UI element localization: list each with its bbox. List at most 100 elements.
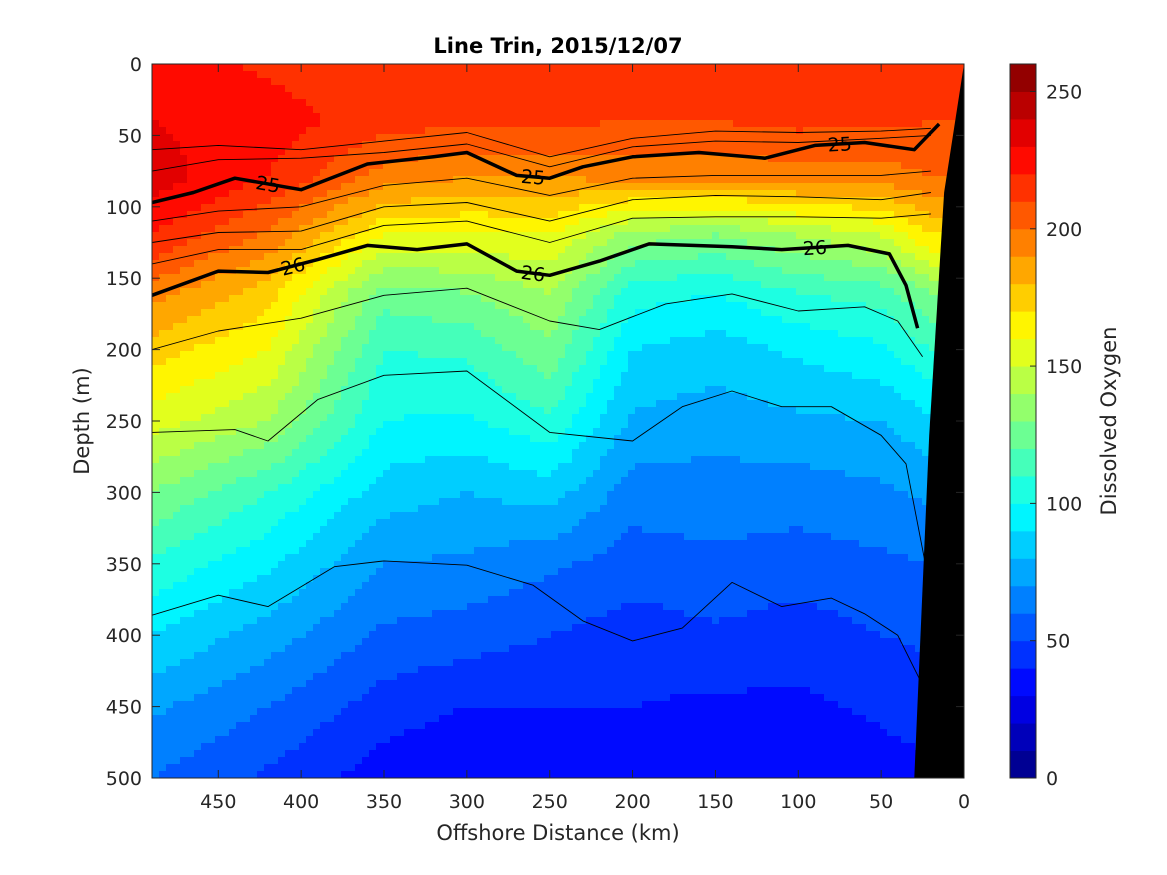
heat-cell [649,141,657,149]
heat-cell [453,169,461,177]
heat-cell [173,127,181,135]
heat-cell [789,176,797,184]
heat-cell [663,246,671,254]
heat-cell [782,316,790,324]
heat-cell [705,120,713,128]
heat-cell [712,218,720,226]
heat-cell [824,183,832,191]
heat-cell [572,183,580,191]
heat-cell [327,330,335,338]
heat-cell [306,78,314,86]
heat-cell [642,190,650,198]
heat-cell [215,176,223,184]
heat-cell [754,78,762,86]
heat-cell [852,323,860,331]
heat-cell [663,190,671,198]
heat-cell [859,78,867,86]
heat-cell [922,323,930,331]
heat-cell [670,92,678,100]
heat-cell [481,71,489,79]
heat-cell [306,204,314,212]
heat-cell [747,71,755,79]
heat-cell [747,176,755,184]
heat-cell [824,232,832,240]
heat-cell [600,148,608,156]
heat-cell [810,323,818,331]
heat-cell [180,260,188,268]
heat-cell [236,162,244,170]
heat-cell [733,78,741,86]
heat-cell [397,239,405,247]
heat-cell [677,106,685,114]
heat-cell [649,323,657,331]
heat-cell [824,351,832,359]
heat-cell [334,134,342,142]
heat-cell [537,64,545,72]
heat-cell [236,295,244,303]
heat-cell [404,344,412,352]
heat-cell [845,197,853,205]
heat-cell [306,288,314,296]
heat-cell [355,267,363,275]
heat-cell [649,358,657,366]
heat-cell [719,267,727,275]
heat-cell [502,148,510,156]
heat-cell [908,274,916,282]
heat-cell [509,302,517,310]
heat-cell [824,253,832,261]
heat-cell [663,358,671,366]
heat-cell [670,148,678,156]
heat-cell [936,78,944,86]
heat-cell [306,337,314,345]
heat-cell [250,330,258,338]
heat-cell [740,71,748,79]
heat-cell [887,260,895,268]
heat-cell [460,127,468,135]
heat-cell [684,64,692,72]
heat-cell [810,344,818,352]
heat-cell [824,281,832,289]
heat-cell [390,134,398,142]
heat-cell [859,204,867,212]
heat-cell [852,246,860,254]
heat-cell [425,197,433,205]
heat-cell [271,113,279,121]
heat-cell [453,337,461,345]
heat-cell [922,64,930,72]
heat-cell [880,92,888,100]
heat-cell [208,358,216,366]
heat-cell [411,141,419,149]
heat-cell [565,204,573,212]
heat-cell [187,295,195,303]
heat-cell [495,260,503,268]
heat-cell [383,337,391,345]
heat-cell [880,316,888,324]
heat-cell [383,302,391,310]
heat-cell [572,169,580,177]
heat-cell [432,330,440,338]
heat-cell [922,225,930,233]
heat-cell [166,330,174,338]
heat-cell [271,71,279,79]
heat-cell [894,148,902,156]
heat-cell [348,64,356,72]
heat-cell [460,232,468,240]
heat-cell [593,162,601,170]
heat-cell [320,162,328,170]
heat-cell [922,190,930,198]
heat-cell [425,309,433,317]
heat-cell [159,365,167,373]
heat-cell [929,92,937,100]
heat-cell [796,358,804,366]
heat-cell [649,344,657,352]
heat-cell [208,211,216,219]
heat-cell [901,190,909,198]
heat-cell [922,120,930,128]
heat-cell [264,337,272,345]
heat-cell [502,337,510,345]
heat-cell [565,71,573,79]
heat-cell [243,260,251,268]
heat-cell [712,190,720,198]
heat-cell [768,190,776,198]
heat-cell [866,239,874,247]
